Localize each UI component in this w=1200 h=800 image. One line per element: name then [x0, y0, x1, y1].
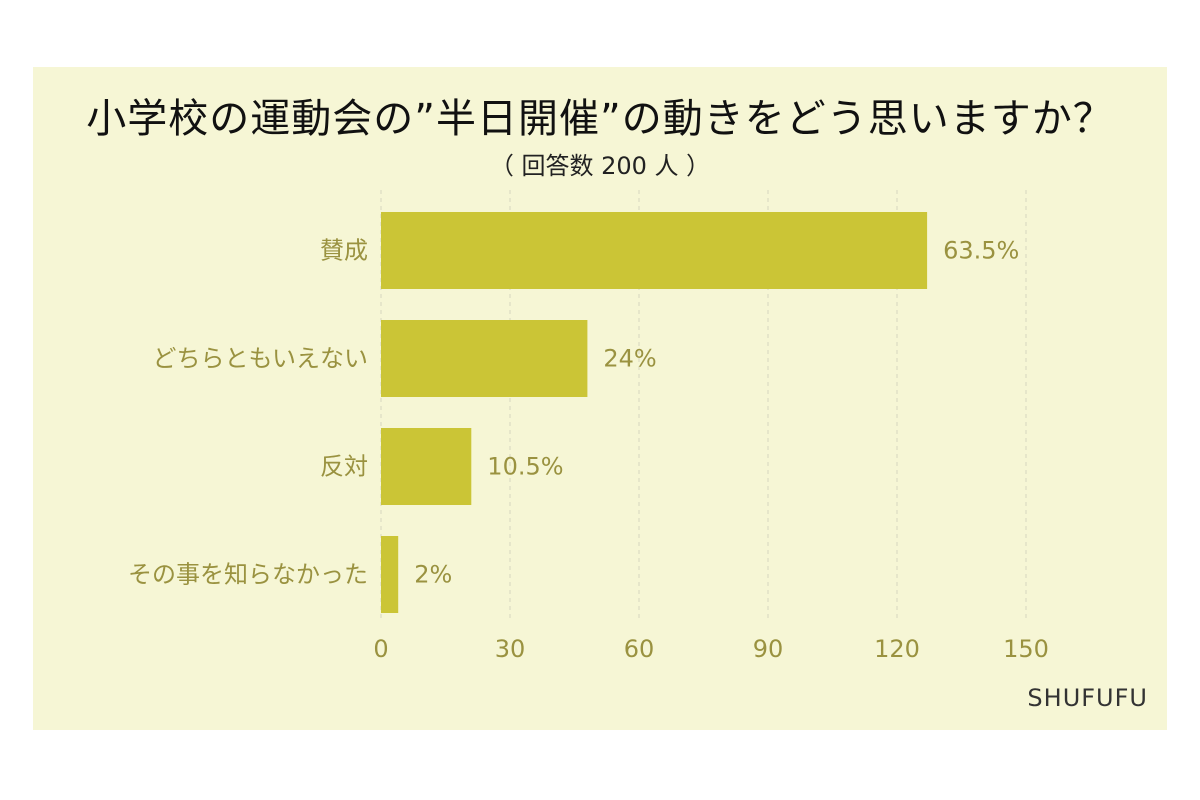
category-label: 賛成 [320, 237, 368, 265]
brand-logo-text: SHUFUFU [1027, 684, 1148, 712]
x-tick-label: 0 [373, 635, 388, 663]
x-tick-label: 120 [874, 635, 920, 663]
bars [381, 212, 928, 613]
category-label: その事を知らなかった [128, 561, 368, 589]
x-tick-label: 60 [624, 635, 655, 663]
data-label: 63.5% [943, 237, 1019, 265]
chart-background [33, 67, 1167, 730]
labels: 0 30 60 90 120 150 賛成 63.5% どちらともいえない 24% 反対 10.5% そ… [128, 237, 1049, 664]
x-tick-label: 150 [1003, 635, 1049, 663]
chart-title: 小学校の運動会の”半日開催”の動きをどう思いますか？ [86, 96, 1114, 142]
bar [381, 536, 399, 613]
data-label: 2% [414, 561, 452, 589]
x-tick-label: 90 [753, 635, 784, 663]
category-label: 反対 [320, 453, 368, 481]
x-tick-label: 30 [495, 635, 526, 663]
data-label: 10.5% [487, 453, 563, 481]
bar [381, 212, 928, 289]
bar [381, 428, 472, 505]
data-label: 24% [603, 345, 656, 373]
bar [381, 320, 588, 397]
category-label: どちらともいえない [152, 345, 368, 373]
chart-subtitle: （ 回答数 200 人 ） [489, 152, 711, 180]
